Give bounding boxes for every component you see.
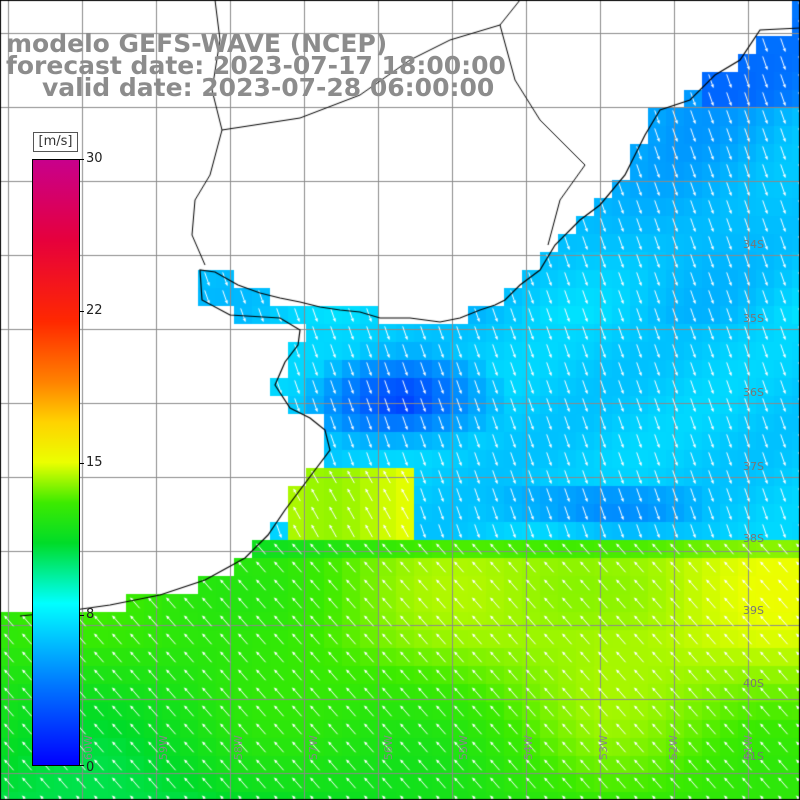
colorbar-tick-8: 8 <box>86 607 95 622</box>
lat-label: 34S <box>743 238 764 251</box>
colorbar-unit-label: [m/s] <box>33 132 78 152</box>
colorbar-tick-30: 30 <box>86 151 103 166</box>
lat-label: 36S <box>743 386 764 399</box>
colorbar-tickmark <box>80 311 84 312</box>
lat-label: 39S <box>743 604 764 617</box>
colorbar-tickmark <box>80 463 84 464</box>
colorbar-tick-15: 15 <box>86 455 103 470</box>
lon-label: 53W <box>597 735 610 760</box>
lon-label: 56W <box>382 735 395 760</box>
colorbar-tick-0: 0 <box>86 760 95 775</box>
lat-label: 41S <box>743 750 764 763</box>
colorbar-tickmark <box>80 615 84 616</box>
lat-label: 35S <box>743 312 764 325</box>
colorbar-tickmark <box>80 159 84 160</box>
lon-label: 54W <box>522 735 535 760</box>
valid-date: valid date: 2023-07-28 06:00:00 <box>42 73 495 102</box>
lon-label: 55W <box>457 735 470 760</box>
lat-label: 40S <box>743 677 764 690</box>
colorbar-tickmark <box>80 765 84 766</box>
forecast-date: forecast date: 2023-07-17 18:00:00 <box>6 51 506 80</box>
lon-label: 57W <box>307 735 320 760</box>
lon-label: 58W <box>232 735 245 760</box>
colorbar-tick-22: 22 <box>86 303 103 318</box>
lon-label: 60W <box>82 735 95 760</box>
lon-label: 59W <box>157 735 170 760</box>
lat-label: 38S <box>743 532 764 545</box>
lon-label: 51W <box>742 735 755 760</box>
model-title: modelo GEFS-WAVE (NCEP) <box>6 29 388 58</box>
lon-label: 52W <box>667 735 680 760</box>
lat-label: 37S <box>743 460 764 473</box>
colorbar <box>32 159 80 766</box>
